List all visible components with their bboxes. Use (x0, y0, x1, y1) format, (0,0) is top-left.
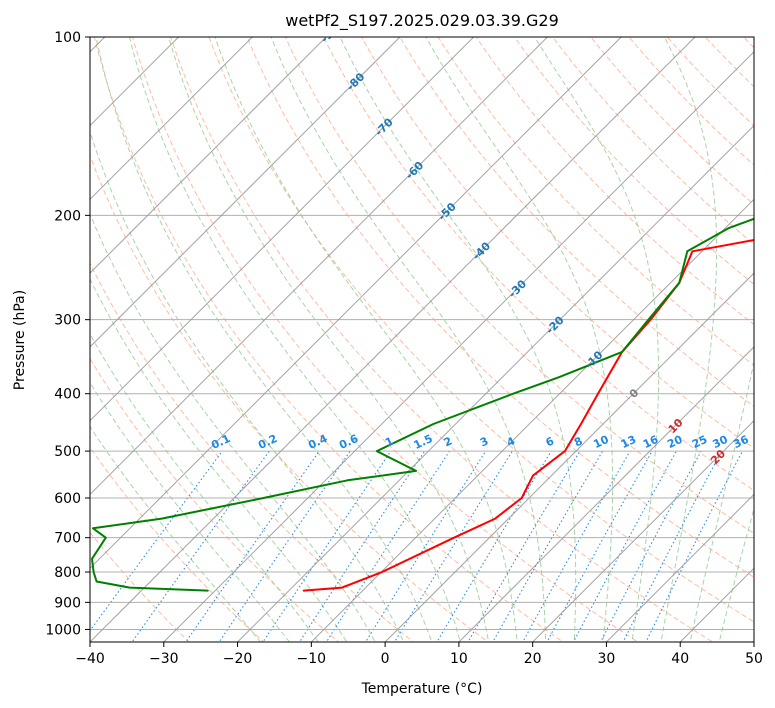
isotherm-line (90, 37, 549, 496)
dry-adiabat-line (90, 262, 415, 642)
y-tick-label: 500 (54, 444, 81, 460)
moist-adiabat-line (270, 37, 547, 642)
isotherm-line (90, 37, 475, 422)
isotherms (90, 37, 754, 642)
mixing-ratio-label: 25 (690, 433, 709, 451)
y-tick-label: 800 (54, 565, 81, 581)
y-tick-label: 900 (54, 595, 81, 611)
x-tick-label: 10 (450, 651, 468, 667)
mixing-ratio-label: 10 (591, 433, 611, 451)
dry-adiabat-line (246, 37, 754, 578)
moist-adiabat-line (339, 37, 577, 642)
plot-area: 0.10.20.40.611.52346810131620253036-100-… (90, 22, 772, 642)
dry-adiabat-line (437, 37, 754, 366)
dry-adiabat-line (399, 37, 754, 407)
y-tick-label: 700 (54, 531, 81, 547)
mixing-ratio-label: 13 (619, 433, 638, 451)
isotherm-line (458, 346, 754, 642)
isotherm-line (90, 37, 254, 201)
x-tick-label: 40 (671, 651, 689, 667)
isotherm-line (90, 37, 327, 274)
isotherm-label: 30 (752, 477, 772, 497)
x-axis-label: Temperature (°C) (361, 681, 483, 697)
moist-adiabat-line (168, 37, 490, 642)
temperature-profile-line (302, 238, 754, 592)
isotherm-line (531, 419, 754, 642)
isotherm-line (90, 37, 696, 642)
chart-title: wetPf2_S197.2025.029.03.39.G29 (285, 11, 559, 31)
moist-adiabat-line (425, 37, 614, 642)
x-tick-label: 50 (745, 651, 763, 667)
isotherm-line (236, 124, 754, 642)
dry-adiabat-line (628, 37, 754, 166)
y-tick-label: 400 (54, 387, 81, 403)
x-tick-label: 20 (524, 651, 542, 667)
series-layer (91, 217, 754, 592)
x-tick-label: 0 (381, 651, 390, 667)
mixing-ratio-label: 30 (711, 433, 731, 451)
moist-adiabat-line (90, 333, 319, 642)
y-tick-label: 600 (54, 491, 81, 507)
dry-adiabat-line (322, 37, 754, 492)
y-tick-label: 1000 (45, 622, 81, 638)
dry-adiabat-line (93, 37, 564, 642)
x-tick-label: −10 (297, 651, 327, 667)
dry-adiabat-line (132, 37, 639, 642)
dry-adiabat-line (208, 37, 754, 623)
x-tick-label: −30 (149, 651, 179, 667)
pressure-grid (90, 37, 754, 630)
plot-frame (89, 36, 755, 643)
isotherm-line (163, 51, 754, 642)
moist-adiabat-line (90, 212, 376, 642)
mixing-ratio-label: 16 (641, 433, 661, 451)
moist-adiabat-line (718, 506, 754, 642)
mixing-ratio-label: 36 (731, 433, 751, 451)
moist-adiabat-line (660, 37, 718, 642)
dry-adiabat-line (90, 154, 490, 642)
isotherm-label: -90 (318, 22, 341, 45)
y-tick-label: 200 (54, 208, 81, 224)
y-axis-ticks: 100 200 300 400 500 600 700 800 900 1000 (45, 30, 90, 638)
isotherm-line (90, 37, 401, 348)
isotherm-line (90, 37, 622, 569)
dry-adiabat-line (590, 37, 754, 206)
x-tick-label: 30 (598, 651, 616, 667)
isotherm-line (384, 272, 754, 642)
y-tick-label: 100 (54, 30, 81, 46)
mixing-ratio-label: 20 (665, 433, 685, 451)
isotherm-line (310, 198, 754, 642)
y-tick-label: 300 (54, 313, 81, 329)
x-axis-ticks: −40 −30 −20 −10 0 10 20 30 40 50 (75, 642, 763, 667)
y-axis-label: Pressure (hPa) (12, 290, 28, 390)
isotherm-line (90, 37, 180, 127)
dry-adiabat-line (284, 37, 754, 535)
dry-adiabat-line (90, 357, 340, 642)
x-tick-label: −20 (223, 651, 253, 667)
isotherm-line (605, 493, 754, 642)
x-tick-label: −40 (75, 651, 105, 667)
dry-adiabat-line (513, 37, 754, 285)
dewpoint-profile-line (91, 217, 754, 592)
